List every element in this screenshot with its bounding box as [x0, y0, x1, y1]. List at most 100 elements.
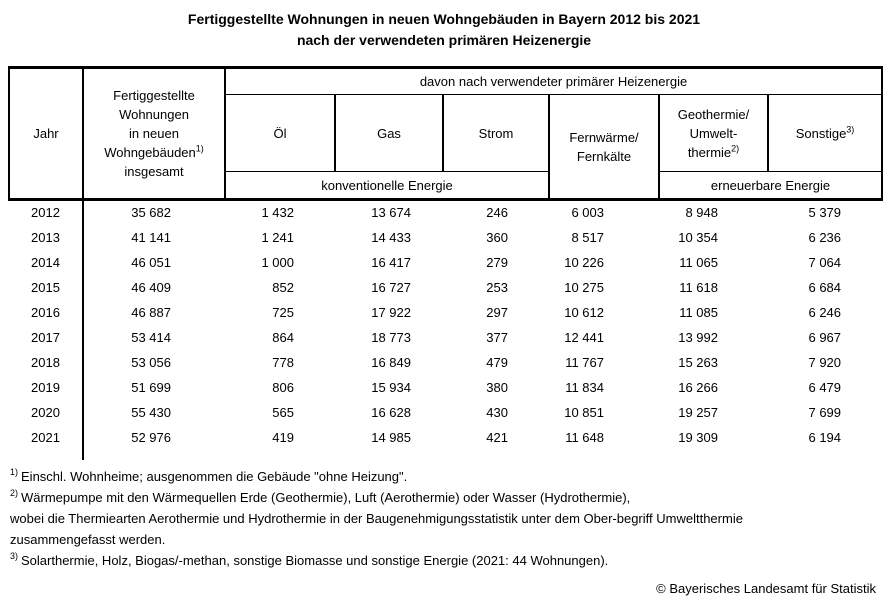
- cell-fernwaerme: 8 517: [571, 229, 604, 245]
- cell-geothermie: 8 948: [685, 205, 718, 221]
- cell-gas: 17 922: [371, 304, 411, 320]
- header-strom: Strom: [443, 94, 550, 172]
- cell-oel: 419: [272, 429, 294, 445]
- table-row: 2012 35 682 1 432 13 674 246 6 003 8 948…: [9, 199, 882, 225]
- cell-oel: 565: [272, 404, 294, 420]
- cell-fernwaerme: 10 612: [564, 304, 604, 320]
- header-geothermie: Geothermie/ Umwelt- thermie2): [659, 94, 769, 172]
- cell-insgesamt: 52 976: [131, 429, 171, 445]
- cell-geothermie: 11 065: [679, 254, 718, 270]
- table-row: 2013 41 141 1 241 14 433 360 8 517 10 35…: [9, 224, 882, 250]
- header-insgesamt-line5: insgesamt: [124, 164, 184, 179]
- header-sonstige: Sonstige3): [768, 94, 884, 172]
- cell-geothermie: 11 618: [679, 279, 718, 295]
- header-gas: Gas: [335, 94, 444, 172]
- cell-sonstige: 7 699: [808, 404, 842, 420]
- cell-year: 2021: [9, 424, 84, 450]
- cell-year: 2013: [9, 224, 84, 250]
- cell-insgesamt: 46 887: [131, 304, 171, 320]
- table-bottom-spacer: [9, 449, 882, 460]
- header-konventionelle-energie: konventionelle Energie: [225, 171, 550, 201]
- heating-energy-table: Jahr Fertiggestellte Wohnungen in neuen …: [8, 66, 884, 460]
- cell-oel: 1 000: [261, 254, 294, 270]
- header-row-top: Jahr Fertiggestellte Wohnungen in neuen …: [8, 66, 884, 201]
- cell-oel: 806: [272, 379, 294, 395]
- cell-fernwaerme: 11 767: [565, 354, 604, 370]
- table-row: 2016 46 887 725 17 922 297 10 612 11 085…: [9, 299, 882, 325]
- cell-fernwaerme: 11 648: [565, 429, 604, 445]
- cell-insgesamt: 53 414: [131, 329, 171, 345]
- page-title: Fertiggestellte Wohnungen in neuen Wohng…: [0, 0, 888, 51]
- cell-strom: 380: [486, 379, 508, 395]
- page-title-line1: Fertiggestellte Wohnungen in neuen Wohng…: [187, 11, 701, 27]
- cell-insgesamt: 46 051: [131, 254, 171, 270]
- cell-fernwaerme: 12 441: [564, 329, 604, 345]
- header-davon: davon nach verwendeter primärer Heizener…: [225, 66, 884, 95]
- header-erneuerbare-energie: erneuerbare Energie: [659, 171, 884, 201]
- cell-strom: 360: [486, 229, 508, 245]
- cell-sonstige: 6 194: [808, 429, 842, 445]
- header-insgesamt-line3: in neuen: [129, 126, 179, 141]
- copyright: © Bayerisches Landesamt für Statistik: [656, 580, 876, 596]
- cell-year: 2018: [9, 349, 84, 375]
- cell-oel: 1 241: [261, 229, 294, 245]
- cell-geothermie: 19 257: [678, 404, 718, 420]
- footnotes: 1) Einschl. Wohnheime; ausgenommen die Ge…: [10, 466, 878, 571]
- header-row-bands: konventionelle Energie erneuerbare Energ…: [9, 171, 884, 201]
- cell-strom: 479: [486, 354, 508, 370]
- cell-strom: 430: [486, 404, 508, 420]
- cell-gas: 16 417: [371, 254, 411, 270]
- cell-oel: 778: [272, 354, 294, 370]
- cell-gas: 14 985: [371, 429, 411, 445]
- cell-strom: 246: [486, 205, 508, 221]
- cell-strom: 421: [486, 429, 508, 445]
- cell-oel: 725: [272, 304, 294, 320]
- cell-strom: 377: [486, 329, 508, 345]
- cell-gas: 15 934: [371, 379, 411, 395]
- cell-sonstige: 6 479: [808, 379, 842, 395]
- cell-year: 2012: [9, 199, 84, 225]
- table-row: 2020 55 430 565 16 628 430 10 851 19 257…: [9, 399, 882, 425]
- cell-sonstige: 6 967: [808, 329, 842, 345]
- cell-insgesamt: 41 141: [131, 229, 171, 245]
- cell-strom: 253: [486, 279, 508, 295]
- cell-geothermie: 13 992: [678, 329, 718, 345]
- header-row-columns: Öl Gas Strom Fernwärme/ Fernkälte Geothe…: [9, 94, 884, 201]
- cell-fernwaerme: 10 275: [564, 279, 604, 295]
- footnote-1: 1) Einschl. Wohnheime; ausgenommen die Ge…: [10, 467, 408, 484]
- header-fernwaerme: Fernwärme/ Fernkälte: [548, 94, 660, 201]
- cell-year: 2020: [9, 399, 84, 425]
- header-insgesamt: Fertiggestellte Wohnungen in neuen Wohng…: [83, 66, 226, 201]
- cell-gas: 16 849: [371, 354, 411, 370]
- cell-oel: 864: [272, 329, 294, 345]
- cell-gas: 18 773: [371, 329, 411, 345]
- cell-insgesamt: 53 056: [131, 354, 171, 370]
- footnote-2-continued: wobei die Thermiearten Aerothermie und H…: [10, 510, 743, 526]
- cell-gas: 16 628: [371, 404, 411, 420]
- cell-sonstige: 7 064: [808, 254, 842, 270]
- header-insgesamt-line4: Wohngebäuden1): [104, 143, 204, 160]
- table-row: 2018 53 056 778 16 849 479 11 767 15 263…: [9, 349, 882, 375]
- cell-geothermie: 11 085: [679, 304, 718, 320]
- cell-gas: 14 433: [371, 229, 411, 245]
- footnote-2-continued: zusammengefasst werden.: [10, 531, 166, 547]
- cell-year: 2017: [9, 324, 84, 350]
- cell-geothermie: 16 266: [678, 379, 718, 395]
- cell-geothermie: 19 309: [678, 429, 718, 445]
- cell-oel: 852: [272, 279, 294, 295]
- footnote-3: 3) Solarthermie, Holz, Biogas/-methan, so…: [10, 551, 609, 568]
- cell-gas: 16 727: [371, 279, 411, 295]
- cell-insgesamt: 55 430: [131, 404, 171, 420]
- cell-sonstige: 6 684: [808, 279, 842, 295]
- cell-fernwaerme: 10 226: [564, 254, 604, 270]
- table-row: 2015 46 409 852 16 727 253 10 275 11 618…: [9, 274, 882, 300]
- cell-year: 2016: [9, 299, 84, 325]
- cell-fernwaerme: 11 834: [565, 379, 604, 395]
- footnote-marker-3: 3): [846, 124, 855, 135]
- cell-oel: 1 432: [261, 205, 294, 221]
- cell-year: 2014: [9, 249, 84, 275]
- cell-sonstige: 6 246: [808, 304, 842, 320]
- footnote-marker-2: 2): [731, 143, 740, 154]
- cell-sonstige: 7 920: [808, 354, 842, 370]
- header-jahr: Jahr: [8, 66, 84, 201]
